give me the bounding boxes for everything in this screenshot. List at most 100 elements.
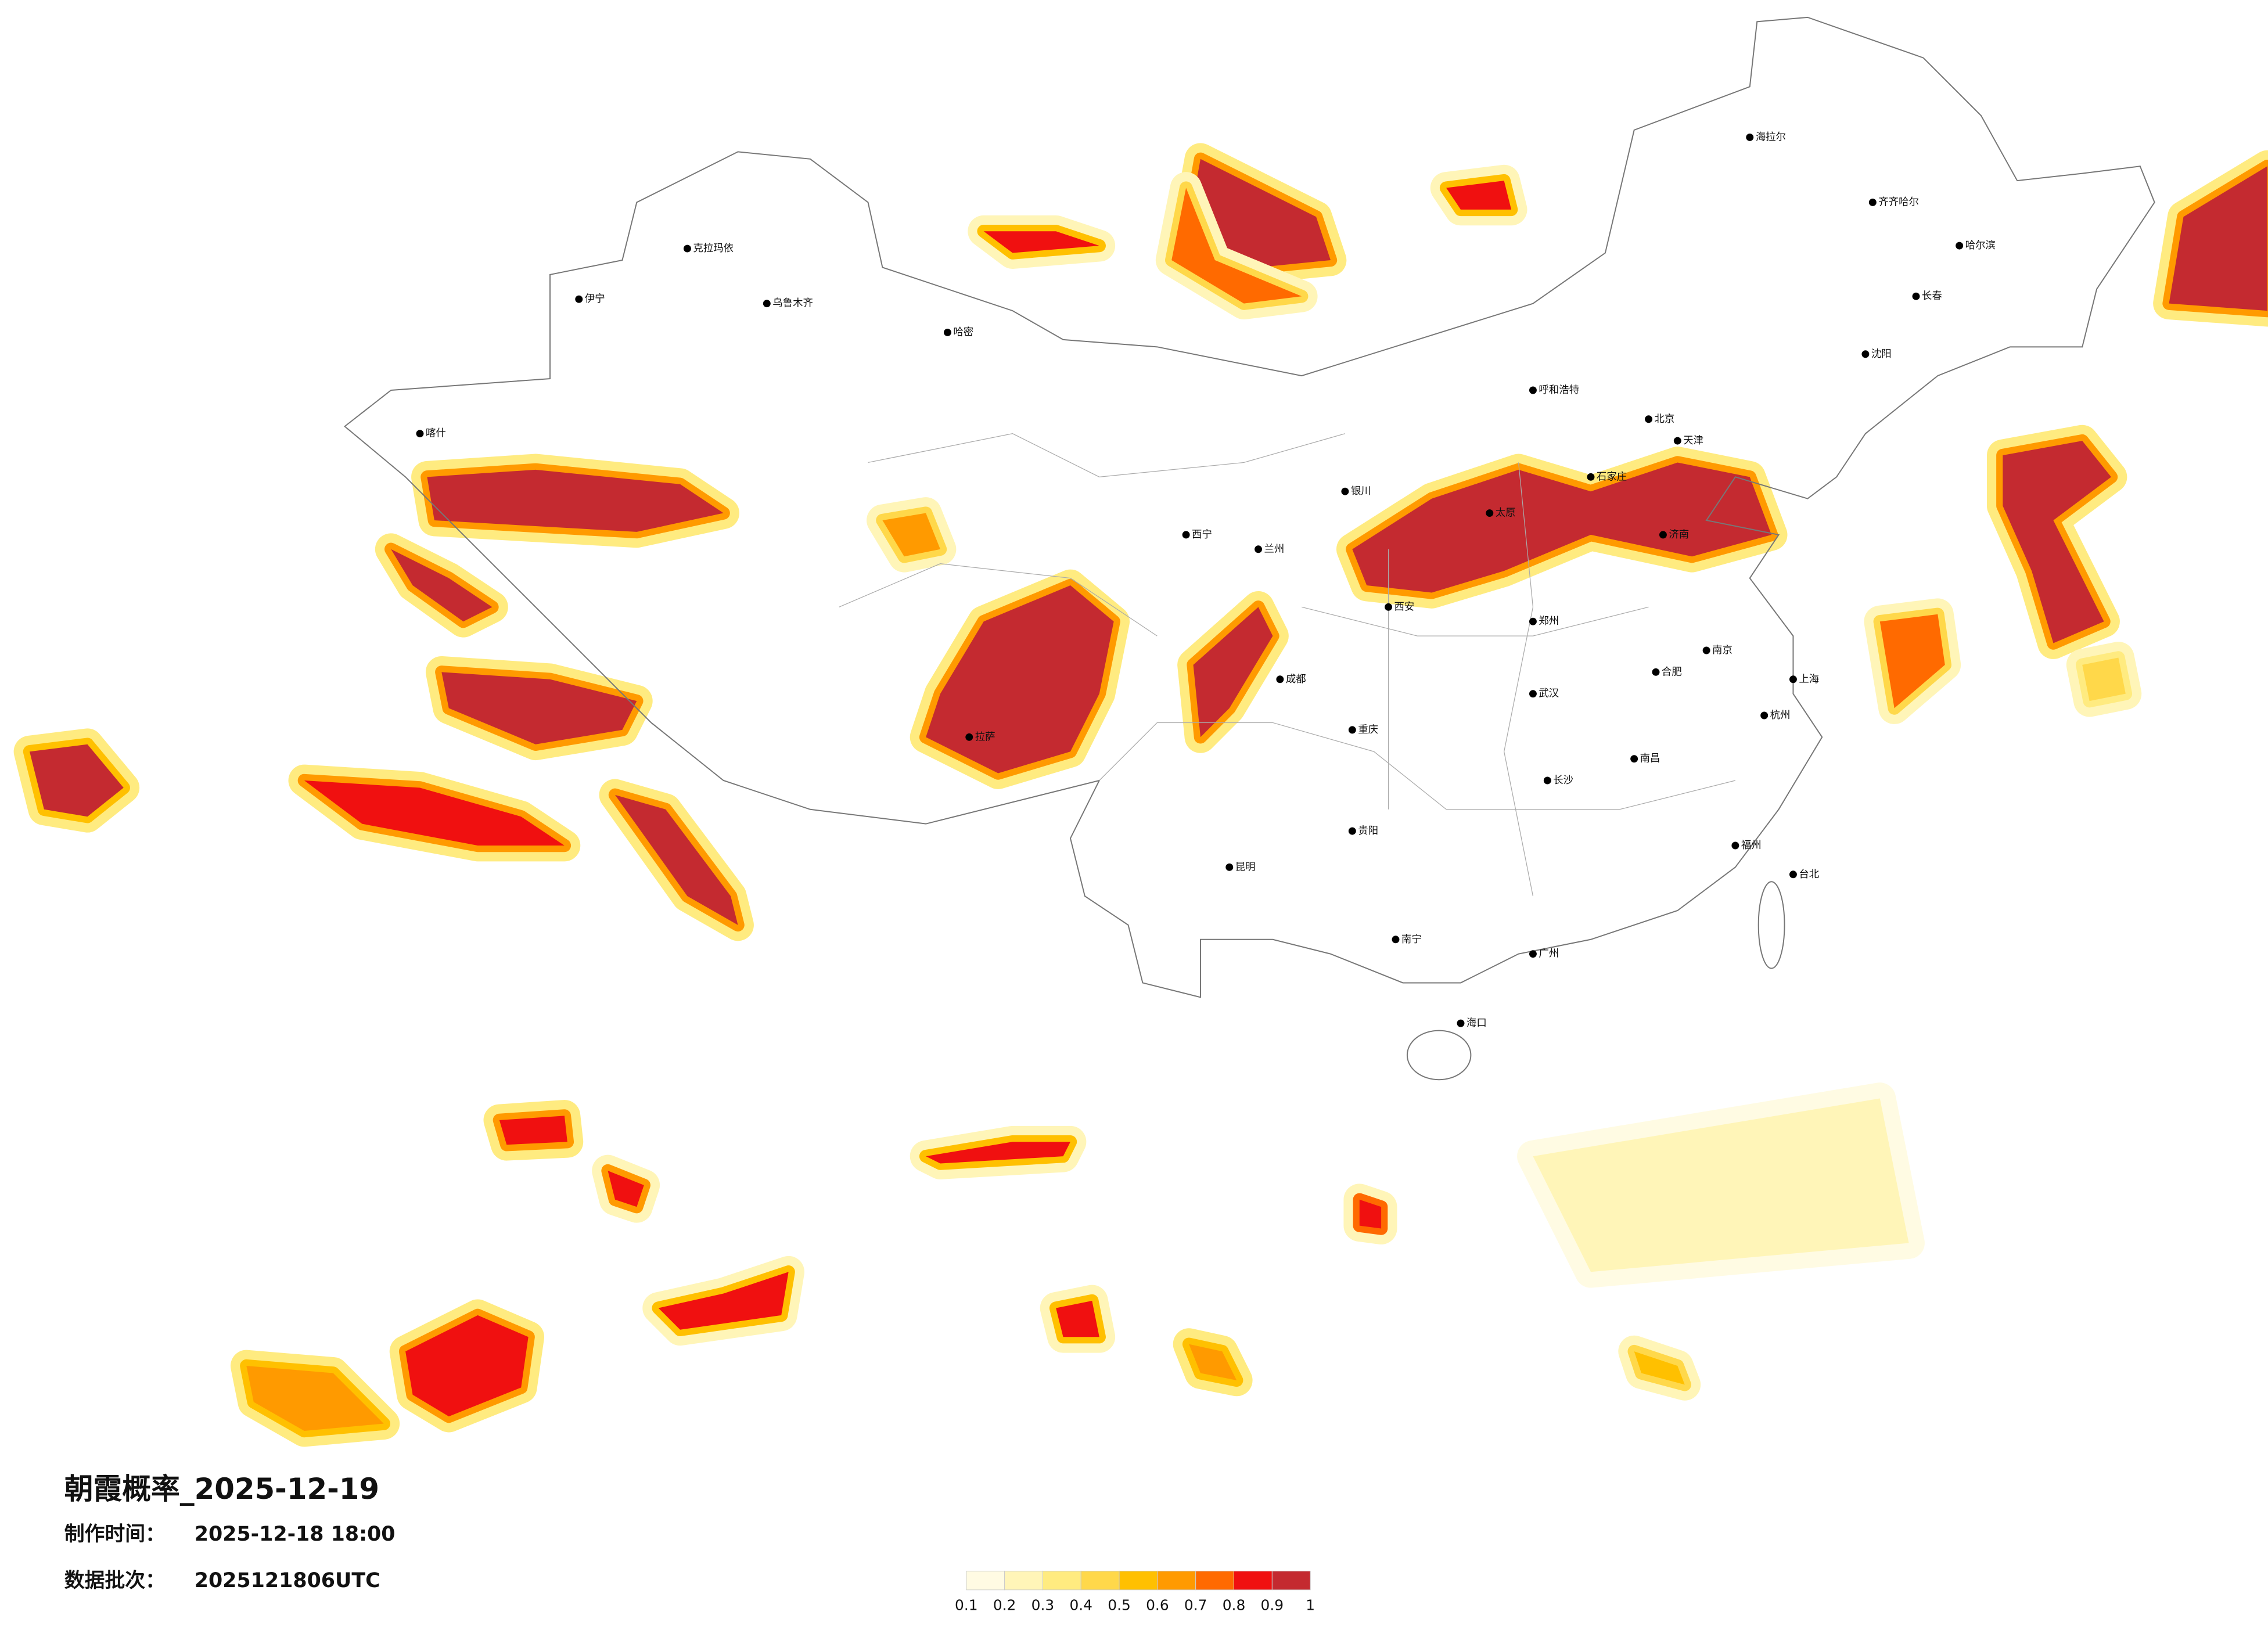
city-dot [1529,690,1537,698]
city-dot [1225,863,1234,871]
taiwan [1757,881,1785,969]
city-label: 长沙 [1553,775,1573,786]
city-label: 海拉尔 [1756,131,1786,143]
core [427,469,724,532]
city-label: 台北 [1799,869,1819,880]
legend-tick-label: 0.2 [993,1597,1016,1614]
city-label: 克拉玛依 [693,243,734,254]
core [2082,657,2126,702]
city-dot [1746,133,1754,141]
legend-tick-label: 0.9 [1261,1597,1284,1614]
city-dot [1789,870,1797,879]
core [405,1315,529,1417]
made-label: 制作时间： [64,1523,166,1546]
legend-swatch [1042,1570,1081,1591]
country-border [343,16,2155,998]
city-dot [1529,617,1537,625]
city-dot [1486,509,1494,517]
city-label: 哈尔滨 [1965,240,1996,251]
city-label: 喀什 [426,428,446,440]
legend-tick-label: 0.3 [1031,1597,1055,1614]
city-label: 昆明 [1235,861,1256,873]
city-dot [1543,776,1551,785]
city-label: 贵阳 [1358,825,1378,837]
city-label: 乌鲁木齐 [772,298,813,310]
title: 朝霞概率_2025-12-19 [64,1472,379,1506]
legend-swatch [1157,1570,1196,1591]
city-dot [1276,675,1284,684]
province-border [839,433,1736,897]
core [1359,1199,1382,1229]
city-dot [1659,531,1667,539]
core [1634,1351,1685,1385]
core [1446,181,1512,210]
city-label: 南京 [1712,645,1733,656]
city-label: 海口 [1467,1017,1487,1029]
legend-tick-label: 0.6 [1146,1597,1169,1614]
core [1189,1344,1237,1380]
city-label: 长春 [1922,290,1942,302]
city-label: 上海 [1799,674,1819,685]
city-label: 重庆 [1358,724,1378,736]
batch: 2025121806UTC [195,1569,380,1592]
batch-label: 数据批次： [64,1569,166,1592]
city-label: 郑州 [1539,616,1559,627]
city-dot [1529,950,1537,958]
city-dot [683,244,691,253]
core [1352,462,1772,593]
city-label: 哈密 [953,326,973,338]
legend-swatch [1271,1570,1311,1591]
core [1879,614,1945,708]
core [2169,166,2267,311]
legend-swatch [1195,1570,1235,1591]
core [29,744,124,817]
legend: 0.1 0.2 0.3 0.4 0.5 0.6 0.7 0.8 0.9 1 [955,1570,1315,1614]
core [1533,1098,1909,1272]
china-outline [343,16,2155,1081]
city-dot [1652,668,1660,676]
legend-swatch [1234,1570,1273,1591]
city-dot [965,733,973,741]
city-dot [1392,936,1400,944]
core [608,1171,644,1207]
core [983,231,1099,253]
legend-swatch [1119,1570,1158,1591]
core [1171,188,1302,304]
city-label: 武汉 [1539,688,1559,700]
city-dot [1182,531,1190,539]
core [882,513,940,557]
city-label: 伊宁 [585,293,605,305]
core [614,794,738,925]
legend-tick-label: 0.1 [955,1597,978,1614]
city-dot [1255,545,1263,553]
legend-swatch [1080,1570,1120,1591]
city-label: 合肥 [1662,666,1682,678]
city-label: 南昌 [1640,753,1660,765]
city-dot [416,430,424,438]
city-label: 福州 [1741,840,1762,851]
core [1193,607,1273,738]
city-dot [1341,487,1349,495]
made-time: 2025-12-18 18:00 [195,1523,396,1546]
city-dot [1912,292,1920,300]
legend-tick-label: 0.5 [1108,1597,1131,1614]
city-label: 呼和浩特 [1539,384,1579,396]
city-dot [575,295,583,303]
city-dot [943,328,951,336]
city-label: 天津 [1683,435,1703,447]
city-label: 拉萨 [975,731,995,743]
probability-field [13,143,2268,1447]
city-label: 银川 [1351,485,1371,497]
core [2003,441,2111,643]
city-label: 齐齐哈尔 [1878,196,1919,208]
city-dot [1348,827,1356,835]
city-dot [763,300,771,308]
hainan [1406,1030,1472,1081]
city-label: 北京 [1655,413,1675,425]
legend-swatch [1004,1570,1043,1591]
core [658,1272,789,1330]
city-label: 兰州 [1264,544,1285,555]
core [441,672,637,744]
legend-tick-label: 0.4 [1069,1597,1092,1614]
